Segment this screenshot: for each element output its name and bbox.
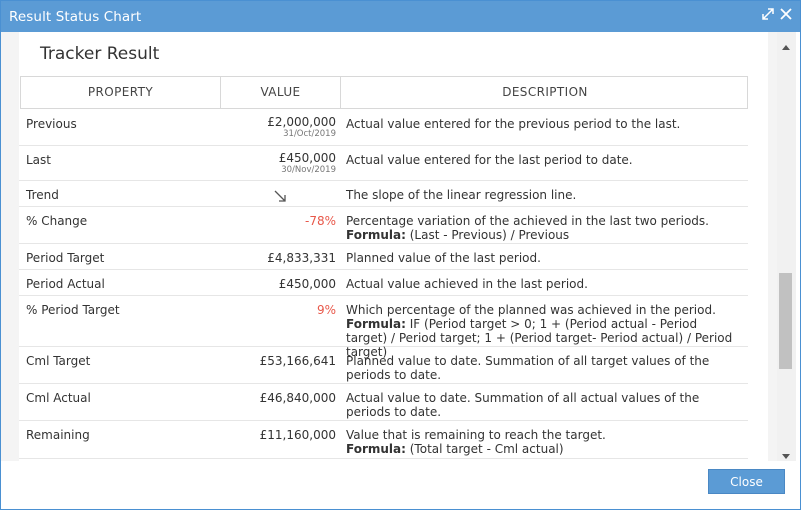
panel-title: Tracker Result (40, 44, 160, 64)
row-property: Cml Target (26, 354, 91, 368)
value-date: 31/Oct/2019 (283, 129, 336, 139)
row-description: Planned value to date. Summation of all … (346, 354, 710, 382)
formula-text: (Total target - Cml actual) (405, 442, 564, 456)
dialog-titlebar[interactable]: Result Status Chart (1, 1, 800, 32)
close-icon[interactable] (778, 6, 796, 24)
header-property: PROPERTY (21, 77, 221, 108)
table-row: Period Target £4,833,331 Planned value o… (19, 244, 748, 270)
table-row: Cml Actual £46,840,000 Actual value to d… (19, 384, 748, 421)
table-row: % Change -78% Percentage variation of th… (19, 207, 748, 244)
row-value: £450,000 30/Nov/2019 (279, 151, 336, 175)
row-property: Period Target (26, 251, 105, 265)
dialog-content: Tracker Result PROPERTY VALUE DESCRIPTIO… (1, 32, 800, 461)
table-row: Remaining £11,160,000 Value that is rema… (19, 421, 748, 459)
vertical-scrollbar[interactable] (777, 32, 796, 461)
tracker-result-panel: Tracker Result PROPERTY VALUE DESCRIPTIO… (19, 32, 768, 461)
row-value: 9% (316, 303, 336, 317)
formula-label: Formula: (346, 228, 406, 242)
close-button[interactable]: Close (708, 469, 785, 494)
row-description: Actual value achieved in the last period… (346, 277, 588, 291)
table-header: PROPERTY VALUE DESCRIPTION (20, 76, 748, 109)
row-description: Value that is remaining to reach the tar… (346, 428, 741, 456)
table-row: % Period Target 9% Which percentage of t… (19, 296, 748, 359)
row-value: £2,000,000 31/Oct/2019 (267, 115, 336, 139)
row-description: The slope of the linear regression line. (346, 188, 577, 202)
row-property: Previous (26, 117, 77, 131)
arrow-down-right-icon (273, 189, 287, 206)
header-description: DESCRIPTION (502, 85, 588, 99)
description-text: Value that is remaining to reach the tar… (346, 428, 606, 442)
value-text: £2,000,000 (267, 115, 336, 129)
row-property: % Period Target (26, 303, 120, 317)
value-text: £450,000 (278, 151, 336, 165)
row-value: -78% (304, 214, 336, 228)
row-property: Remaining (26, 428, 90, 442)
row-value: £4,833,331 (267, 251, 336, 265)
formula-text: (Last - Previous) / Previous (405, 228, 570, 242)
table-row: Cml Target £53,166,641 Planned value to … (19, 347, 748, 384)
row-value: £46,840,000 (259, 391, 336, 405)
row-property: % Change (26, 214, 88, 228)
dialog-footer: Close (1, 461, 800, 509)
row-property: Trend (26, 188, 59, 202)
right-gutter (768, 32, 777, 461)
table-row: Period Actual £450,000 Actual value achi… (19, 270, 748, 296)
formula-label: Formula: (346, 442, 406, 456)
scroll-up-icon[interactable] (782, 39, 790, 53)
value-date: 30/Nov/2019 (281, 165, 336, 175)
description-text: Which percentage of the planned was achi… (346, 303, 716, 317)
left-gutter (1, 32, 19, 461)
row-description: Actual value to date. Summation of all a… (346, 391, 700, 419)
row-property: Last (26, 153, 51, 167)
row-description: Actual value entered for the last period… (346, 153, 633, 167)
row-value: £53,166,641 (259, 354, 336, 368)
scrollbar-thumb[interactable] (779, 273, 792, 369)
scroll-down-icon[interactable] (782, 449, 790, 461)
description-text: Percentage variation of the achieved in … (346, 214, 709, 228)
expand-icon[interactable] (760, 6, 778, 24)
row-property: Cml Actual (26, 391, 91, 405)
table-row: Last £450,000 30/Nov/2019 Actual value e… (19, 146, 748, 181)
dialog-title: Result Status Chart (9, 9, 142, 25)
table-row: Trend The slope of the linear regression… (19, 181, 748, 207)
row-description: Actual value entered for the previous pe… (346, 117, 681, 131)
formula-label: Formula: (346, 317, 406, 331)
formula-text: IF (Period target > 0; 1 + (Period actua… (346, 317, 733, 359)
row-value: £11,160,000 (259, 428, 336, 442)
row-description: Which percentage of the planned was achi… (346, 303, 741, 359)
row-value: £450,000 (278, 277, 336, 291)
header-value: VALUE (221, 77, 341, 108)
row-description: Percentage variation of the achieved in … (346, 214, 741, 242)
row-description: Planned value of the last period. (346, 251, 541, 265)
row-property: Period Actual (26, 277, 105, 291)
table-row: Previous £2,000,000 31/Oct/2019 Actual v… (19, 110, 748, 146)
